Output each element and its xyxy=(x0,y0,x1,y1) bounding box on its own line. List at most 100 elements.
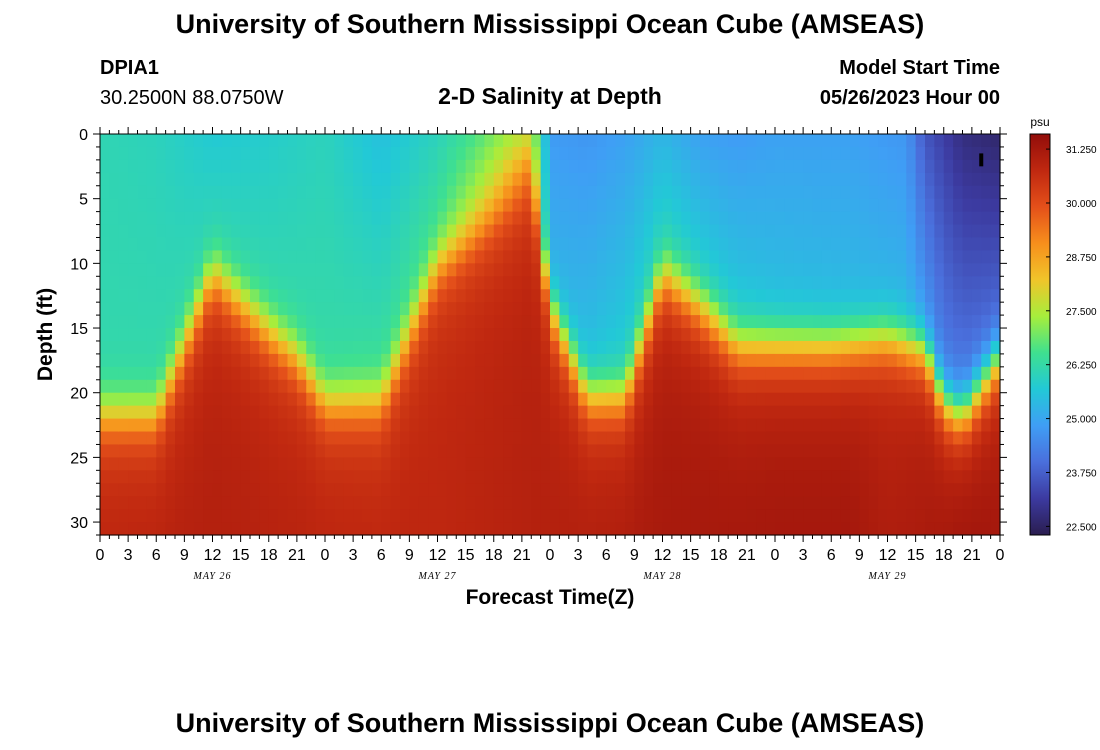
heatmap-cell xyxy=(906,418,917,433)
heatmap-cell xyxy=(587,172,598,187)
heatmap-cell xyxy=(418,470,429,484)
heatmap-cell xyxy=(981,444,992,458)
heatmap-cell xyxy=(212,522,223,536)
heatmap-cell xyxy=(409,444,420,458)
heatmap-cell xyxy=(746,146,757,161)
heatmap-cell xyxy=(700,172,710,187)
heatmap-cell xyxy=(156,379,167,394)
heatmap-cell xyxy=(203,444,214,458)
heatmap-cell xyxy=(831,276,842,290)
heatmap-cell xyxy=(146,134,157,148)
heatmap-cell xyxy=(315,483,326,497)
heatmap-cell xyxy=(709,366,720,381)
heatmap-cell xyxy=(587,237,598,252)
heatmap-cell xyxy=(540,379,551,394)
heatmap-cell xyxy=(840,328,851,342)
heatmap-cell xyxy=(550,405,560,420)
heatmap-cell xyxy=(400,405,410,420)
heatmap-cell xyxy=(259,211,270,226)
x-tick-label: 21 xyxy=(738,547,756,564)
heatmap-cell xyxy=(737,224,748,239)
heatmap-cell xyxy=(259,392,270,407)
heatmap-cell xyxy=(503,340,514,355)
heatmap-cell xyxy=(943,224,954,239)
heatmap-cell xyxy=(465,211,476,226)
heatmap-cell xyxy=(306,470,317,484)
heatmap-cell xyxy=(475,315,485,329)
heatmap-cell xyxy=(709,250,720,264)
heatmap-cell xyxy=(653,146,664,161)
heatmap-cell xyxy=(662,224,673,239)
heatmap-cell xyxy=(484,340,495,355)
heatmap-cell xyxy=(175,483,185,497)
heatmap-cell xyxy=(578,185,589,200)
heatmap-cell xyxy=(681,276,692,290)
heatmap-cell xyxy=(962,418,973,433)
heatmap-cell xyxy=(100,315,110,329)
heatmap-cell xyxy=(990,276,1001,290)
colorbar-tick-label: 23.750 xyxy=(1066,468,1097,479)
heatmap-cell xyxy=(503,315,514,329)
heatmap-cell xyxy=(971,172,982,187)
heatmap-cell xyxy=(353,134,364,148)
heatmap-cell xyxy=(362,483,373,497)
heatmap-cell xyxy=(118,470,129,484)
heatmap-cell xyxy=(512,496,523,510)
heatmap-cell xyxy=(512,379,523,394)
heatmap-cell xyxy=(315,146,326,161)
heatmap-cell xyxy=(709,379,720,394)
heatmap-cell xyxy=(381,470,392,484)
heatmap-cell xyxy=(184,496,195,510)
heatmap-cell xyxy=(793,340,804,355)
heatmap-cell xyxy=(915,431,926,446)
heatmap-cell xyxy=(765,263,776,277)
heatmap-cell xyxy=(737,302,748,316)
heatmap-cell xyxy=(371,379,382,394)
heatmap-cell xyxy=(484,496,495,510)
heatmap-cell xyxy=(250,172,260,187)
heatmap-cell xyxy=(259,405,270,420)
heatmap-cell xyxy=(250,250,260,264)
heatmap-cell xyxy=(156,444,167,458)
heatmap-cell xyxy=(465,276,476,290)
heatmap-cell xyxy=(100,185,110,200)
heatmap-cell xyxy=(737,185,748,200)
heatmap-cell xyxy=(390,353,401,368)
heatmap-cell xyxy=(362,328,373,342)
heatmap-cell xyxy=(943,522,954,536)
heatmap-cell xyxy=(840,340,851,355)
heatmap-cell xyxy=(831,353,842,368)
heatmap-cell xyxy=(690,146,701,161)
heatmap-cell xyxy=(850,185,860,200)
heatmap-cell xyxy=(587,340,598,355)
heatmap-cell xyxy=(840,263,851,277)
heatmap-cell xyxy=(868,444,879,458)
heatmap-cell xyxy=(709,172,720,187)
heatmap-cell xyxy=(484,328,495,342)
heatmap-cell xyxy=(775,289,785,303)
heatmap-cell xyxy=(868,185,879,200)
heatmap-cell xyxy=(268,392,279,407)
heatmap-cell xyxy=(812,431,823,446)
heatmap-cell xyxy=(887,496,898,510)
heatmap-cell xyxy=(465,198,476,213)
heatmap-cell xyxy=(821,483,832,497)
heatmap-cell xyxy=(231,418,242,433)
heatmap-cell xyxy=(418,146,429,161)
heatmap-cell xyxy=(934,263,945,277)
heatmap-cell xyxy=(503,496,514,510)
heatmap-cell xyxy=(325,340,335,355)
heatmap-cell xyxy=(137,289,148,303)
heatmap-cell xyxy=(700,263,710,277)
heatmap-cell xyxy=(212,392,223,407)
heatmap-cell xyxy=(193,224,204,239)
heatmap-cell xyxy=(896,470,907,484)
heatmap-cell xyxy=(409,340,420,355)
heatmap-cell xyxy=(475,496,485,510)
heatmap-cell xyxy=(596,457,607,471)
heatmap-cell xyxy=(400,224,410,239)
heatmap-cell xyxy=(821,457,832,471)
heatmap-cell xyxy=(231,237,242,252)
heatmap-cell xyxy=(662,276,673,290)
heatmap-cell xyxy=(934,315,945,329)
